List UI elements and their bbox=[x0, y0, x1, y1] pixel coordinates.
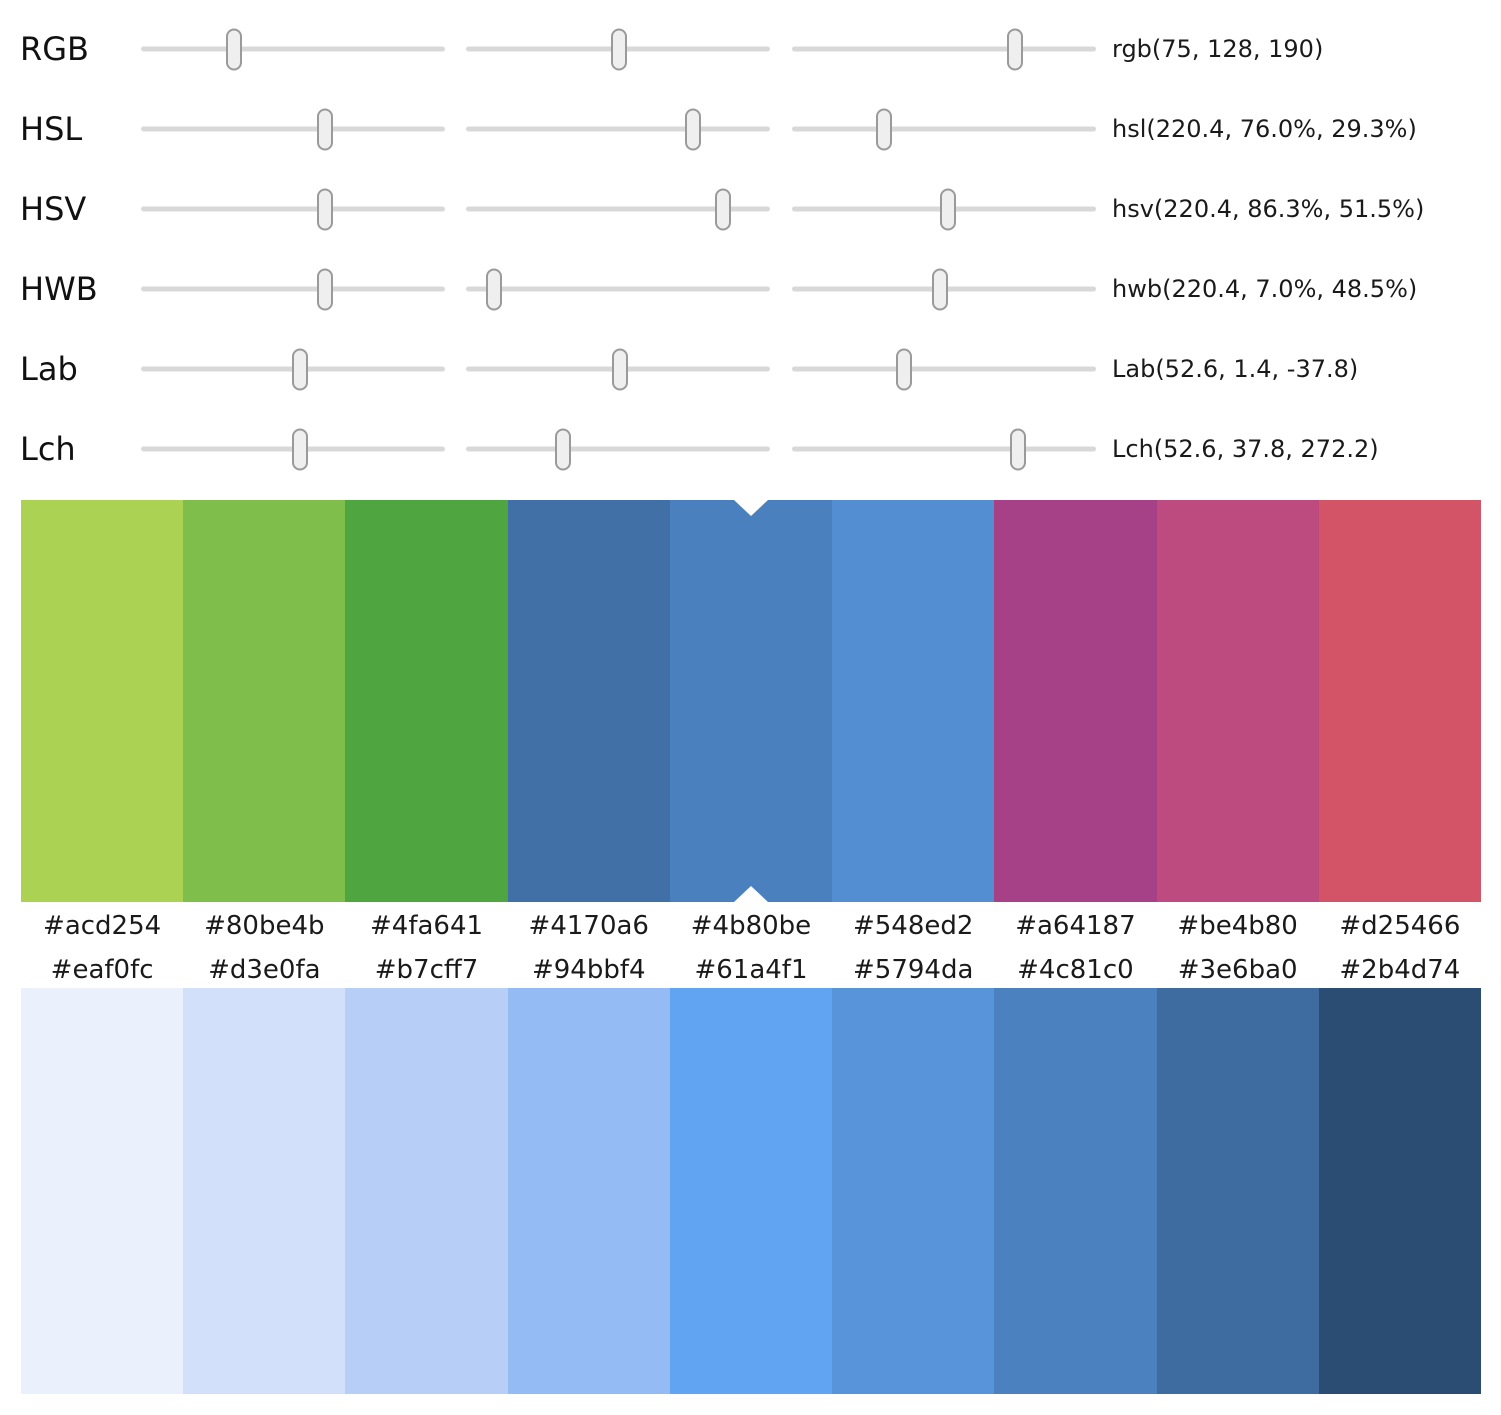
slider-thumb[interactable] bbox=[317, 188, 333, 230]
slider-track[interactable] bbox=[141, 188, 445, 230]
palette-swatch[interactable] bbox=[994, 500, 1157, 902]
slider-row-hsv: HSV hsv(220.4, 86.3%, 51.5%) bbox=[0, 179, 1501, 239]
hex-label: #d3e0fa bbox=[208, 955, 321, 985]
slider-track[interactable] bbox=[466, 188, 770, 230]
palette-top bbox=[21, 500, 1481, 902]
palette-swatch[interactable] bbox=[1318, 988, 1481, 1394]
palette-swatch[interactable] bbox=[507, 500, 670, 902]
hex-label: #be4b80 bbox=[1177, 911, 1298, 941]
palette-swatch[interactable] bbox=[832, 500, 995, 902]
palette-bottom bbox=[21, 988, 1481, 1394]
hex-row-bottom: #eaf0fc #d3e0fa #b7cff7 #94bbf4 #61a4f1 #5794… bbox=[21, 950, 1481, 990]
color-value-text: hsv(220.4, 86.3%, 51.5%) bbox=[1112, 195, 1425, 223]
slider-thumb[interactable] bbox=[1007, 28, 1023, 70]
selection-marker-bottom-icon bbox=[733, 886, 768, 902]
slider-track[interactable] bbox=[792, 348, 1096, 390]
palette-swatch[interactable] bbox=[21, 500, 184, 902]
palette-swatch[interactable] bbox=[1156, 500, 1319, 902]
slider-thumb[interactable] bbox=[940, 188, 956, 230]
palette-swatch[interactable] bbox=[994, 988, 1157, 1394]
slider-row-hsl: HSL hsl(220.4, 76.0%, 29.3%) bbox=[0, 99, 1501, 159]
slider-track[interactable] bbox=[466, 348, 770, 390]
slider-track[interactable] bbox=[141, 348, 445, 390]
slider-thumb[interactable] bbox=[896, 348, 912, 390]
slider-thumb[interactable] bbox=[486, 268, 502, 310]
slider-thumb[interactable] bbox=[1010, 428, 1026, 470]
slider-thumb[interactable] bbox=[317, 268, 333, 310]
slider-thumb[interactable] bbox=[317, 108, 333, 150]
slider-row-lch: Lch Lch(52.6, 37.8, 272.2) bbox=[0, 419, 1501, 479]
slider-track[interactable] bbox=[466, 268, 770, 310]
slider-thumb[interactable] bbox=[611, 28, 627, 70]
hex-label: #4fa641 bbox=[370, 911, 484, 941]
colorspace-label: HSV bbox=[20, 190, 87, 228]
slider-track[interactable] bbox=[792, 28, 1096, 70]
slider-thumb[interactable] bbox=[876, 108, 892, 150]
color-value-text: Lch(52.6, 37.8, 272.2) bbox=[1112, 435, 1379, 463]
selection-marker-top-icon bbox=[733, 500, 768, 516]
hex-label: #4170a6 bbox=[528, 911, 649, 941]
slider-track[interactable] bbox=[141, 268, 445, 310]
slider-row-lab: Lab Lab(52.6, 1.4, -37.8) bbox=[0, 339, 1501, 399]
color-value-text: hwb(220.4, 7.0%, 48.5%) bbox=[1112, 275, 1418, 303]
hex-label: #548ed2 bbox=[852, 911, 974, 941]
color-value-text: hsl(220.4, 76.0%, 29.3%) bbox=[1112, 115, 1417, 143]
colorspace-label: RGB bbox=[20, 30, 89, 68]
slider-track[interactable] bbox=[792, 428, 1096, 470]
color-value-text: Lab(52.6, 1.4, -37.8) bbox=[1112, 355, 1359, 383]
slider-track[interactable] bbox=[141, 428, 445, 470]
hex-label: #2b4d74 bbox=[1339, 955, 1461, 985]
hex-label: #eaf0fc bbox=[50, 955, 154, 985]
slider-track[interactable] bbox=[141, 108, 445, 150]
palette-swatch[interactable] bbox=[1318, 500, 1481, 902]
colorspace-label: Lab bbox=[20, 350, 78, 388]
slider-thumb[interactable] bbox=[555, 428, 571, 470]
slider-track[interactable] bbox=[466, 108, 770, 150]
palette-swatch[interactable] bbox=[1156, 988, 1319, 1394]
slider-track[interactable] bbox=[792, 188, 1096, 230]
hex-label: #5794da bbox=[853, 955, 974, 985]
hex-label: #3e6ba0 bbox=[1177, 955, 1298, 985]
palette-swatch[interactable] bbox=[669, 500, 833, 902]
hex-label: #61a4f1 bbox=[694, 955, 808, 985]
colorspace-label: HSL bbox=[20, 110, 83, 148]
hex-label: #4b80be bbox=[690, 911, 812, 941]
colorspace-label: Lch bbox=[20, 430, 76, 468]
slider-row-rgb: RGB rgb(75, 128, 190) bbox=[0, 19, 1501, 79]
palette-swatch[interactable] bbox=[183, 500, 346, 902]
slider-thumb[interactable] bbox=[932, 268, 948, 310]
slider-thumb[interactable] bbox=[612, 348, 628, 390]
slider-track[interactable] bbox=[792, 108, 1096, 150]
hex-label: #80be4b bbox=[204, 911, 325, 941]
slider-thumb[interactable] bbox=[715, 188, 731, 230]
slider-row-hwb: HWB hwb(220.4, 7.0%, 48.5%) bbox=[0, 259, 1501, 319]
palette-swatch[interactable] bbox=[669, 988, 833, 1394]
hex-label: #4c81c0 bbox=[1017, 955, 1134, 985]
palette-swatch[interactable] bbox=[507, 988, 670, 1394]
hex-label: #b7cff7 bbox=[374, 955, 479, 985]
palette-swatch[interactable] bbox=[832, 988, 995, 1394]
slider-track[interactable] bbox=[792, 268, 1096, 310]
hex-label: #94bbf4 bbox=[531, 955, 646, 985]
colorspace-label: HWB bbox=[20, 270, 98, 308]
palette-swatch[interactable] bbox=[183, 988, 346, 1394]
slider-thumb[interactable] bbox=[292, 348, 308, 390]
slider-track[interactable] bbox=[141, 28, 445, 70]
palette-swatch[interactable] bbox=[345, 988, 508, 1394]
slider-thumb[interactable] bbox=[685, 108, 701, 150]
slider-track[interactable] bbox=[466, 28, 770, 70]
color-value-text: rgb(75, 128, 190) bbox=[1112, 35, 1324, 63]
hex-label: #d25466 bbox=[1339, 911, 1461, 941]
palette-swatch[interactable] bbox=[345, 500, 508, 902]
hex-label: #acd254 bbox=[43, 911, 162, 941]
palette-swatch[interactable] bbox=[21, 988, 184, 1394]
slider-track[interactable] bbox=[466, 428, 770, 470]
slider-thumb[interactable] bbox=[226, 28, 242, 70]
slider-thumb[interactable] bbox=[292, 428, 308, 470]
hex-row-top: #acd254 #80be4b #4fa641 #4170a6 #4b80be #548e… bbox=[21, 906, 1481, 946]
hex-label: #a64187 bbox=[1015, 911, 1136, 941]
